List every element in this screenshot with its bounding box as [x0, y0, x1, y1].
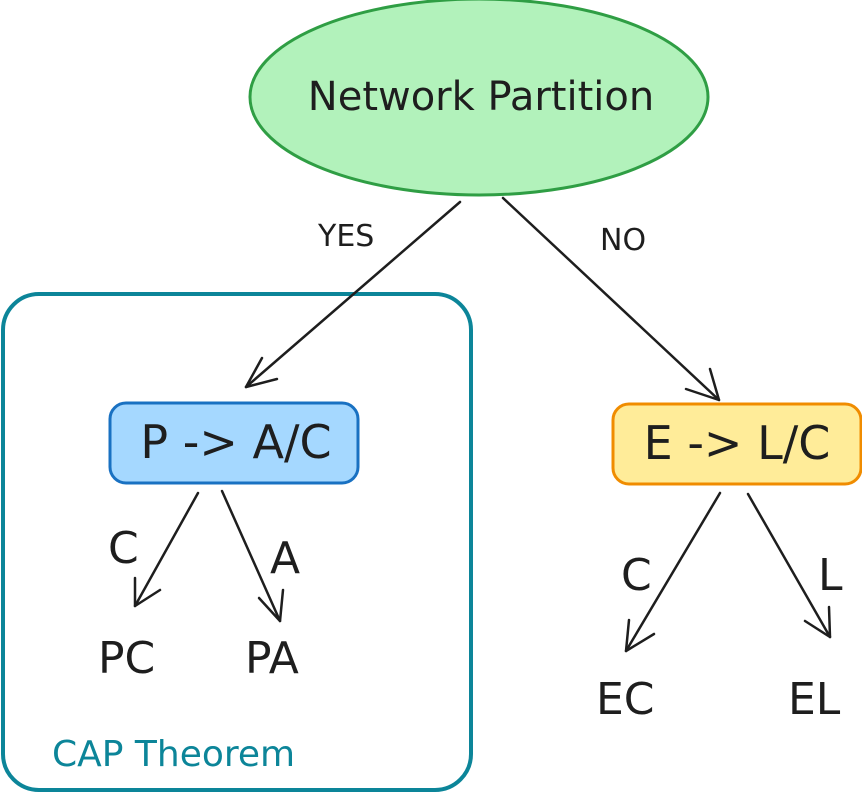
ec-arrow: [624, 491, 722, 653]
yes-edge-label: YES: [317, 219, 374, 254]
no-edge-label: NO: [600, 223, 646, 258]
cap-theorem-label: CAP Theorem: [52, 734, 295, 775]
p-ac-node: [108, 401, 360, 485]
pa-leaf: PA: [245, 633, 299, 684]
p-ac-label: P -> A/C: [140, 415, 331, 469]
ec-edge-label: C: [621, 550, 652, 601]
e-lc-label: E -> L/C: [644, 416, 831, 470]
pc-leaf: PC: [98, 633, 155, 684]
network-partition-label: Network Partition: [308, 74, 654, 120]
e-lc-node: [611, 402, 862, 486]
ec-leaf: EC: [596, 674, 655, 725]
pa-edge-label: A: [270, 533, 300, 584]
pc-arrow: [133, 491, 200, 608]
el-leaf: EL: [788, 674, 841, 725]
cap-theorem-group: [1, 292, 473, 792]
pa-arrow: [220, 489, 285, 623]
el-arrow: [746, 492, 832, 639]
el-edge-label: L: [818, 550, 843, 601]
no-arrow: [501, 196, 721, 402]
yes-arrow: [244, 200, 462, 389]
network-partition-node: [248, 0, 710, 197]
pc-edge-label: C: [108, 523, 139, 574]
